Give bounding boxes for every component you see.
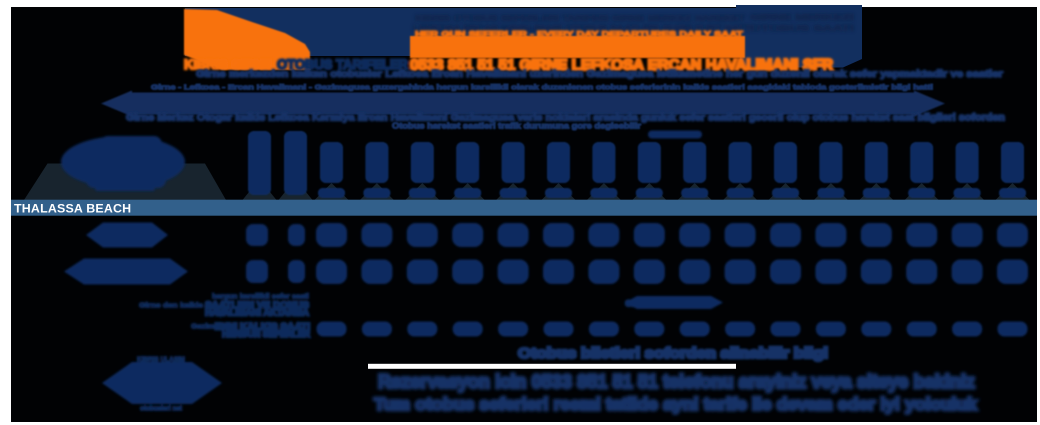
svg-text:Rezervasyon icin 0533 851 51 5: Rezervasyon icin 0533 851 51 51 telefonu… bbox=[378, 372, 975, 393]
svg-text:Otobus biletleri soforden alin: Otobus biletleri soforden alinabilir bil… bbox=[518, 346, 828, 362]
svg-text:Girne Merkez Otogar kalkis Lef: Girne Merkez Otogar kalkis Lefkosa Kermi… bbox=[126, 113, 1005, 124]
svg-text:0533 851 51 51 GIRNE LEFKOSA E: 0533 851 51 51 GIRNE LEFKOSA ERCAN HAVAL… bbox=[410, 57, 833, 74]
svg-text:OTOBUS TARIFELER: OTOBUS TARIFELER bbox=[277, 56, 408, 72]
svg-text:HAVALIMANI AKTARMA: HAVALIMANI AKTARMA bbox=[205, 308, 309, 319]
svg-text:SAATLERI VE DONUS: SAATLERI VE DONUS bbox=[205, 300, 309, 311]
svg-text:Girne merkezden kalkan otobusl: Girne merkezden kalkan otobusler Lefkosa… bbox=[196, 69, 1003, 80]
svg-text:HERGUN SEFERLER: HERGUN SEFERLER bbox=[222, 329, 310, 340]
svg-text:KALKIS SAATI: KALKIS SAATI bbox=[240, 322, 310, 333]
svg-text:OTOBUS SAATI: OTOBUS SAATI bbox=[750, 23, 854, 33]
svg-text:Girne - Lefkosa - Ercan Havali: Girne - Lefkosa - Ercan Havalimani - Gaz… bbox=[151, 83, 933, 92]
svg-text:HER GUN SEFERLER - EVERY DAY D: HER GUN SEFERLER - EVERY DAY DEPARTURES … bbox=[415, 29, 744, 39]
svg-text:THALASSA BEACH: THALASSA BEACH bbox=[14, 202, 131, 216]
svg-text:KIBRIS GIRNE: KIBRIS GIRNE bbox=[184, 56, 272, 72]
svg-text:DN: DN bbox=[215, 322, 237, 333]
svg-text:Gazimagusa: Gazimagusa bbox=[191, 324, 237, 331]
svg-text:KIBRIS ULASIM: KIBRIS ULASIM bbox=[137, 357, 185, 364]
svg-text:hergun karsilikli sefer saati: hergun karsilikli sefer saati bbox=[212, 294, 309, 301]
svg-text:KIBRIS OTOBUS SEFERLERI TARIFE: KIBRIS OTOBUS SEFERLERI TARIFESI GIRNE M… bbox=[415, 13, 746, 23]
svg-text:Girne den kalkis: Girne den kalkis bbox=[139, 303, 203, 310]
svg-text:otobusleri net: otobusleri net bbox=[140, 406, 183, 413]
svg-text:LEFKOSA ERCAN HAVALIMANI OTOBU: LEFKOSA ERCAN HAVALIMANI OTOBUS SAATLERI… bbox=[413, 23, 753, 33]
svg-text:GIRNE MERKEZI: GIRNE MERKEZI bbox=[750, 12, 854, 22]
svg-text:Otobus hareket saatleri trafik: Otobus hareket saatleri trafik durumuna … bbox=[392, 122, 641, 131]
svg-text:Tum otobus seferleri resmi tat: Tum otobus seferleri resmi tatilde ayni … bbox=[374, 394, 977, 414]
